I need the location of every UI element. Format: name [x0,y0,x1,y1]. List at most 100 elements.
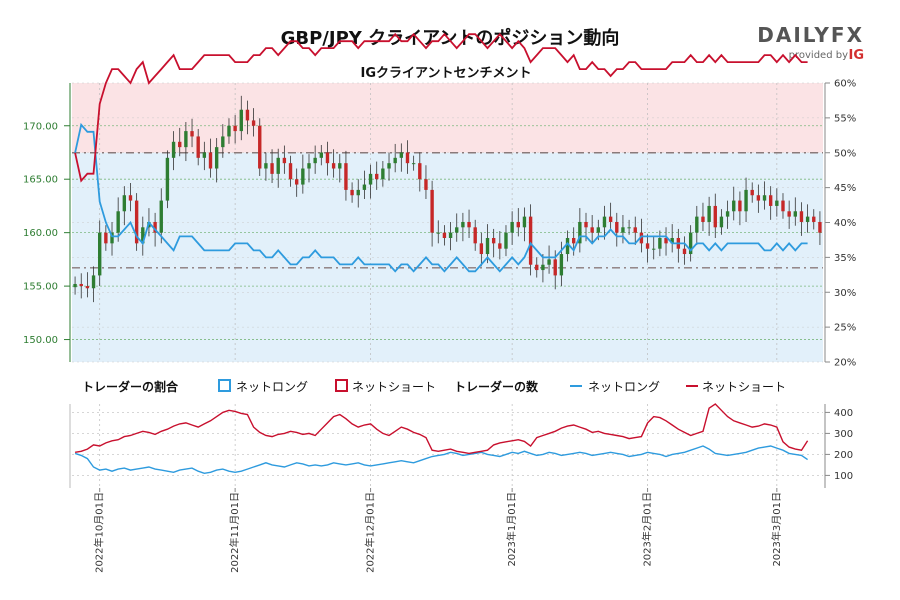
candle-body [467,221,471,228]
candle-body [196,136,200,158]
candle-body [73,283,77,288]
candle-body [344,163,348,190]
candle-body [214,147,219,169]
percent-tick-label: 60% [834,79,856,90]
candle-body [768,195,773,206]
percent-tick-label: 30% [834,288,856,299]
candle-body [159,200,163,233]
candle-body [750,189,754,196]
candle-body [479,243,484,255]
candle-body [307,163,311,169]
candle-body [387,163,391,169]
count-tick-label: 400 [834,408,853,419]
candle-body [393,157,397,164]
candle-body [455,227,459,233]
candle-body [664,238,668,244]
percent-tick-label: 35% [834,253,856,264]
candle-body [584,221,588,228]
candle-body [682,248,687,255]
candle-body [436,232,440,234]
legend-pct-title: トレーダーの割合 [82,379,179,394]
candle-body [510,221,514,233]
legend-count-title: トレーダーの数 [454,379,539,394]
candle-body [430,189,434,233]
candle-body [165,157,170,201]
price-tick-label: 160.00 [23,228,58,239]
candle-body [652,248,656,250]
candle-body [128,195,133,201]
candle-body [79,283,83,287]
candle-body [627,227,631,229]
percent-tick-label: 25% [834,323,856,334]
candle-body [775,200,779,206]
net-short-pct-line [74,32,808,183]
candle-body [122,195,127,212]
candle-body [818,221,822,233]
candle-body [793,211,797,217]
candle-body [171,141,176,158]
candle-body [221,136,225,148]
legend-pct-short-swatch [335,379,348,392]
candle-body [485,238,490,255]
candle-body [719,216,724,228]
candle-body [350,189,354,196]
candle-body [325,152,330,164]
candle-body [602,216,607,228]
date-tick-label: 2023年2月01日 [641,492,654,567]
candle-body [85,286,90,289]
candle-body [245,109,250,121]
candle-body [535,264,539,271]
price-tick-label: 170.00 [23,121,58,132]
count-axis: 100 200 300 400 [825,408,853,482]
candle-body [578,221,582,244]
candle-body [282,157,287,164]
candle-body [633,227,637,233]
candle-body [639,232,644,244]
candle-body [473,227,477,244]
net-long-pct-line [74,122,808,273]
candle-body [338,163,342,169]
candle-body [695,216,699,233]
candle-body [812,216,816,222]
candle-body [608,216,613,222]
candle-body [725,211,730,217]
candle-body [621,227,625,233]
legend-pct-long: ネットロング [236,380,308,394]
candle-body [744,189,748,212]
percent-tick-label: 40% [834,218,856,229]
candle-body [375,173,379,180]
candle-body [276,157,280,174]
date-tick-label: 2023年1月01日 [505,492,518,567]
candle-body [208,152,213,169]
candle-body [553,259,557,276]
chart-subtitle: IGクライアントセンチメント [361,66,532,81]
candle-body [178,141,182,148]
candle-body [528,216,533,265]
candle-body [590,227,594,233]
candle-body [411,163,416,165]
candle-body [559,254,564,276]
candle-body [571,238,576,244]
candle-body [270,163,274,174]
candle-body [713,205,717,228]
candle-body [331,163,336,169]
logo-ig: IG [848,48,864,63]
count-tick-label: 300 [834,429,853,440]
date-axis: 2022年10月01日 2022年11月01日 2022年12月01日 2023年1月… [93,488,783,573]
candle-body [418,163,422,180]
candle-body [732,200,736,212]
candle-body [116,211,120,233]
date-tick-label: 2022年12月01日 [364,492,377,573]
price-axis: 150.00 155.00 160.00 165.00 170.00 [23,121,70,346]
candle-body [541,264,545,271]
legend-pct-short: ネットショート [352,380,436,394]
candle-body [202,152,207,158]
legend: トレーダーの割合 ネットロング ネットショート トレーダーの数 ネットロング ネ… [82,379,786,394]
candle-body [356,189,360,196]
candle-body [110,232,114,244]
legend-pct-long-swatch [218,379,231,392]
candle-body [227,125,231,137]
candle-body [104,232,108,244]
candle-body [294,179,299,185]
